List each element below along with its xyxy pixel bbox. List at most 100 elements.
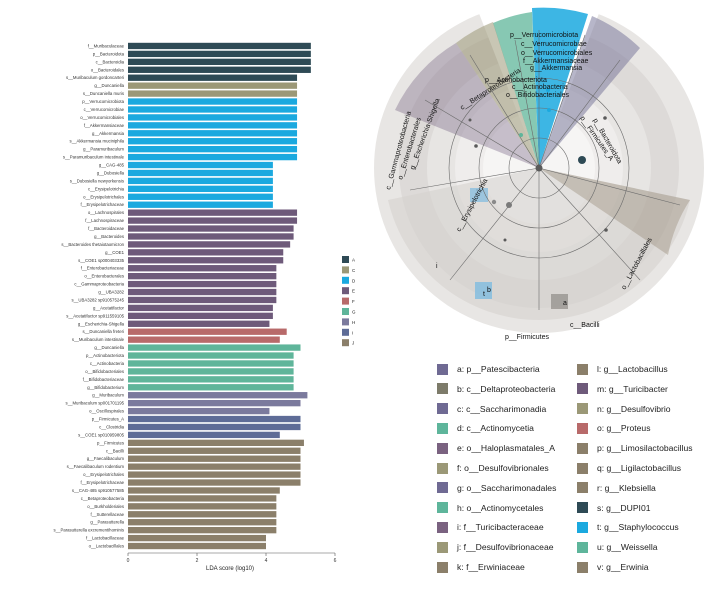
bar bbox=[128, 66, 311, 73]
bar bbox=[128, 233, 294, 240]
bar bbox=[128, 106, 298, 113]
group-legend: ACD EF GHI J bbox=[342, 256, 356, 347]
clado-legend-label: b: c__Deltaproteobacteria bbox=[457, 383, 556, 394]
clado-legend-label: r: g__Klebsiella bbox=[597, 482, 656, 493]
bar-label: g__CAG-485 bbox=[99, 163, 125, 168]
legend-swatch bbox=[342, 287, 349, 295]
clado-legend-swatch bbox=[437, 442, 448, 454]
bar bbox=[128, 169, 273, 177]
bar-label: c__Verrucomicrobiae bbox=[84, 107, 125, 112]
legend-label: F bbox=[352, 299, 355, 304]
clado-legend-swatch bbox=[577, 403, 588, 415]
bar-label: g__Muribaculum bbox=[92, 393, 124, 398]
clado-mark-b: b bbox=[487, 287, 491, 294]
clado-legend-swatch bbox=[437, 541, 448, 553]
bar-label: p__Bacteroidota bbox=[93, 51, 125, 56]
bar bbox=[128, 153, 298, 161]
legend-swatch bbox=[342, 318, 349, 326]
bar-label: f__Bifidobacteriaceae bbox=[83, 377, 125, 382]
bar bbox=[128, 312, 273, 320]
bar bbox=[128, 82, 298, 89]
legend-label: C bbox=[352, 268, 356, 273]
bar-label: s__Duncaniella freteri bbox=[82, 329, 124, 334]
bar bbox=[128, 479, 301, 486]
clado-legend-item: o: g__Proteus bbox=[577, 421, 651, 435]
bar-label: s__Muribaculum intestinale bbox=[72, 337, 125, 342]
clado-legend-item: i: f__Turicibacteraceae bbox=[437, 520, 544, 534]
bar-label: g__Bifidobacterium bbox=[87, 385, 124, 390]
clado-legend-swatch bbox=[577, 462, 588, 474]
clado-legend-item: s: g__DUPI01 bbox=[577, 501, 651, 515]
lactobacillales-wedge bbox=[539, 168, 690, 255]
bar bbox=[128, 241, 291, 248]
clado-label-bifidobacteriales: o__Bifidobacteriales bbox=[506, 92, 570, 99]
bar bbox=[128, 50, 311, 58]
clado-label-actinobacteriota: p__Actinobacteriota bbox=[485, 77, 547, 84]
clado-legend-label: l: g__Lactobacillus bbox=[597, 364, 668, 374]
bar-label: o__Lachnospirales bbox=[88, 210, 124, 215]
clado-legend-item: h: o__Actinomycetales bbox=[437, 501, 543, 515]
bar bbox=[128, 415, 301, 423]
bar bbox=[128, 495, 277, 502]
bar-label: g__Duncaniella bbox=[94, 345, 124, 350]
verrucomicrobiota-wedge bbox=[532, 7, 588, 168]
clado-legend-label: u: g__Weissella bbox=[597, 542, 658, 553]
bar-label: s__Muribaculum sp001701195 bbox=[66, 401, 125, 406]
bar bbox=[128, 145, 298, 153]
x-tick-label: 0 bbox=[127, 558, 130, 564]
clado-legend-item: m: g__Turicibacter bbox=[577, 382, 668, 396]
legend-swatch bbox=[342, 328, 349, 336]
clado-label-akkermansia: g__Akkermansia bbox=[530, 65, 582, 72]
highlight-t bbox=[475, 282, 492, 299]
bar-label: c__Clostridia bbox=[99, 424, 124, 429]
bar bbox=[128, 399, 301, 407]
bar-label: g__Faecalibaculum bbox=[87, 456, 125, 461]
clado-legend-label: o: g__Proteus bbox=[597, 423, 651, 434]
bar-label: p__Firmicutes_A bbox=[92, 417, 124, 422]
bar bbox=[128, 130, 298, 137]
bar bbox=[128, 185, 273, 193]
cladogram: p__Verrucomicrobiota c__Verrucomicrobiae… bbox=[374, 0, 704, 341]
betaproteobacteria-wedge bbox=[456, 22, 539, 168]
clado-legend-label: t: g__Staphylococcus bbox=[597, 522, 679, 533]
bar-label: g__Akkermansia bbox=[92, 131, 125, 136]
clado-legend-item: g: o__Saccharimonadales bbox=[437, 481, 556, 495]
bar bbox=[128, 439, 304, 447]
clado-legend-item: n: g__Desulfovibrio bbox=[577, 402, 671, 416]
legend-label: D bbox=[352, 278, 356, 283]
clado-label-firmicutes: p__Firmicutes bbox=[505, 334, 549, 341]
bar bbox=[128, 526, 277, 534]
bar-label: g__Escherichia-Shigella bbox=[78, 321, 125, 326]
clado-legend-swatch bbox=[577, 383, 588, 395]
clado-legend-swatch bbox=[437, 521, 448, 533]
bar bbox=[128, 384, 294, 391]
bar-label: c__Bacilli bbox=[106, 448, 124, 453]
bar-label: o__Oscillospirales bbox=[89, 409, 124, 414]
bar bbox=[128, 225, 294, 232]
bar bbox=[128, 360, 294, 367]
clado-legend-swatch bbox=[577, 521, 588, 533]
bar-label: s__UBA3282 sp910575245 bbox=[71, 297, 124, 302]
clado-label-verrucomicrobiota: p__Verrucomicrobiota bbox=[510, 32, 578, 39]
bar-label: s__Acetatifactor sp911559105 bbox=[66, 313, 124, 318]
clado-legend-label: q: g__Ligilactobacillus bbox=[597, 463, 682, 473]
legend-swatch bbox=[342, 308, 349, 315]
bar-label: f__Enterobacteriaceae bbox=[81, 266, 125, 271]
clado-legend-swatch bbox=[577, 502, 588, 514]
legend-label: H bbox=[352, 320, 355, 325]
actinobacteriota-wedge bbox=[493, 12, 539, 168]
bar bbox=[128, 161, 273, 169]
clado-legend-swatch bbox=[577, 422, 588, 434]
clado-legend-label: c: c__Saccharimonadia bbox=[457, 403, 547, 414]
clado-legend-item: c: c__Saccharimonadia bbox=[437, 402, 546, 416]
bar bbox=[128, 58, 311, 66]
highlight-s bbox=[551, 294, 568, 309]
bar bbox=[128, 304, 273, 312]
bar-label: g__Acetatifactor bbox=[93, 305, 125, 310]
bar bbox=[128, 336, 280, 343]
clado-mark-i: i bbox=[436, 263, 438, 270]
clado-legend-item: k: f__Erwiniaceae bbox=[437, 560, 525, 574]
bar-label: g__COE1 bbox=[105, 250, 124, 255]
clado-legend-swatch bbox=[437, 383, 448, 395]
clado-legend-item: b: c__Deltaproteobacteria bbox=[437, 382, 555, 396]
